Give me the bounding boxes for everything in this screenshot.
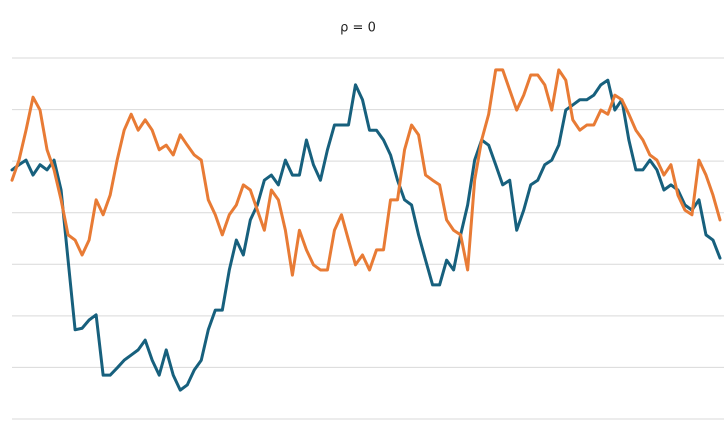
line-series: [10, 68, 722, 277]
chart-title: ρ = 0: [340, 21, 376, 36]
line-series: [10, 78, 722, 392]
